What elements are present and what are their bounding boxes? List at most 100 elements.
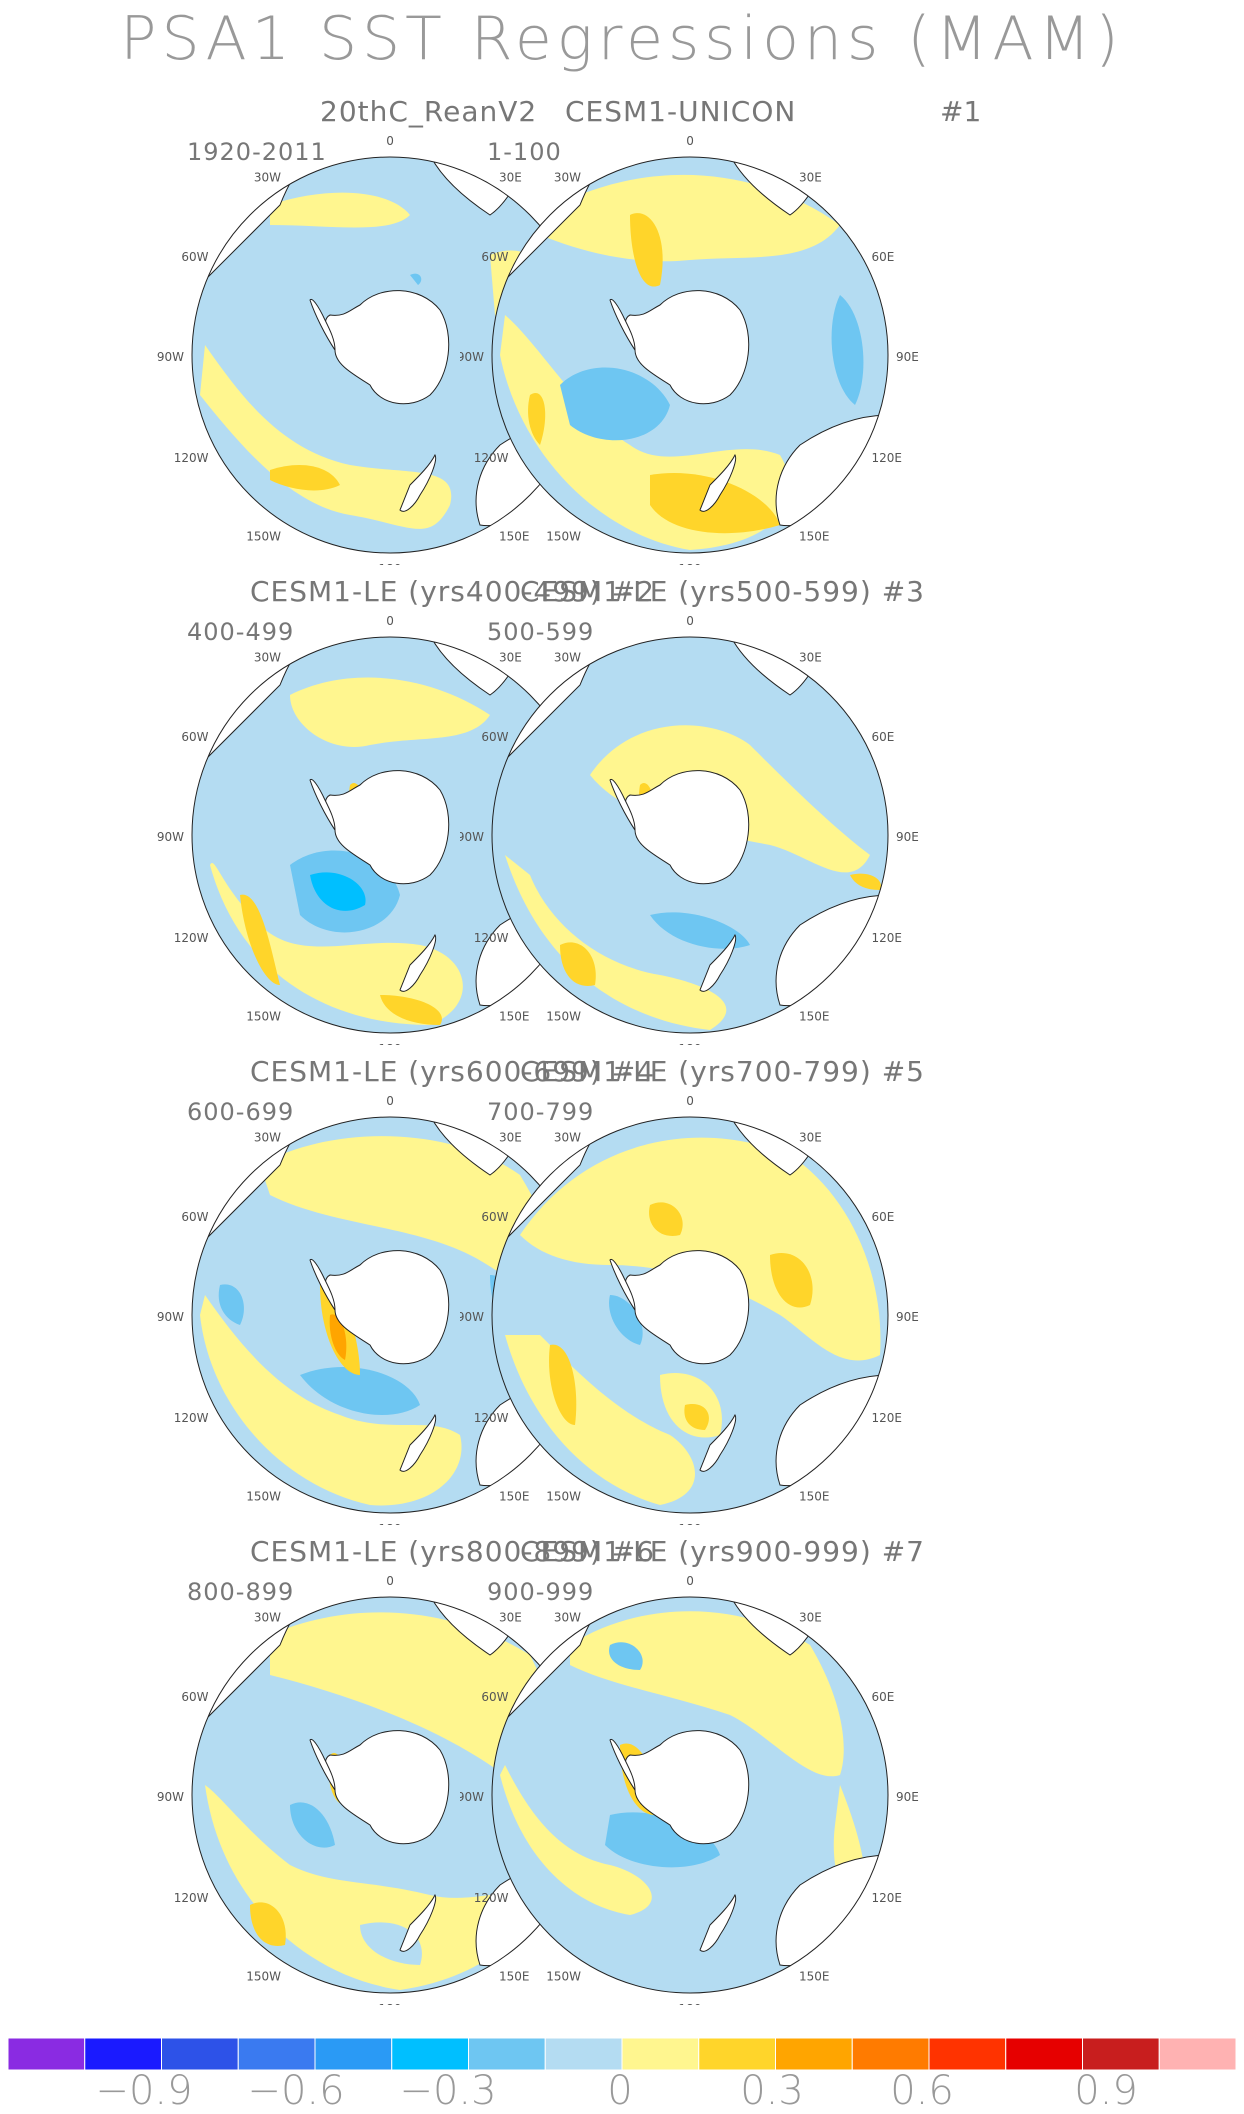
- longitude-label-upper-right: 30E: [499, 171, 522, 185]
- map-boundary: [491, 636, 889, 1034]
- longitude-label-upper-right: 30E: [499, 1611, 522, 1625]
- longitude-label-right: 90E: [896, 1790, 919, 1804]
- longitude-label-mid-upper-right: 60E: [871, 1210, 894, 1224]
- longitude-label-bottom-left: 150W: [246, 1969, 281, 1983]
- colorbar-segment: [391, 2038, 469, 2070]
- longitude-label-lower-left: 120W: [174, 931, 209, 945]
- panel-number: #1: [940, 95, 982, 128]
- longitude-label-bottom: 180: [379, 562, 402, 565]
- longitude-label-bottom: 180: [679, 562, 702, 565]
- map-boundary: [491, 156, 889, 554]
- polar-sst-map: 018030W30E60W60E90W90E120W120E150W150E: [460, 1094, 919, 1525]
- longitude-label-mid-upper-right: 60E: [871, 1690, 894, 1704]
- panel-period: 400-499: [187, 618, 295, 646]
- map-panel-8: CESM1-LE (yrs900-999) #7#7900-999018030W…: [460, 1535, 1020, 2005]
- panel-period: 1-100: [487, 138, 562, 166]
- longitude-label-upper-left: 30W: [554, 651, 581, 665]
- longitude-label-bottom-right: 150E: [499, 1489, 530, 1503]
- land-new-zealand: [399, 933, 437, 992]
- panel-period: 700-799: [487, 1098, 595, 1126]
- land-antarctic-peninsula: [609, 1258, 636, 1312]
- longitude-label-upper-right: 30E: [799, 651, 822, 665]
- longitude-label-mid-upper-left: 60W: [181, 730, 208, 744]
- land-antarctica: [324, 1730, 450, 1845]
- longitude-label-left: 90W: [460, 1310, 484, 1324]
- sst-anomaly-region: [290, 677, 490, 747]
- longitude-label-lower-left: 120W: [474, 931, 509, 945]
- longitude-label-bottom-right: 150E: [499, 529, 530, 543]
- land-antarctic-peninsula: [609, 778, 636, 832]
- longitude-label-lower-left: 120W: [174, 1891, 209, 1905]
- sst-anomaly-region: [831, 295, 864, 405]
- polar-sst-map: 018030W30E60W60E90W90E120W120E150W150E: [157, 614, 560, 1045]
- longitude-label-right: 90E: [896, 1310, 919, 1324]
- colorbar-segment: [8, 2038, 86, 2070]
- longitude-label-bottom: 180: [379, 1042, 402, 1045]
- land-antarctic-peninsula: [309, 298, 336, 352]
- longitude-label-bottom-right: 150E: [499, 1969, 530, 1983]
- colorbar: [8, 2038, 1236, 2070]
- colorbar-segment: [468, 2038, 546, 2070]
- polar-sst-map: 018030W30E60W60E90W90E120W120E150W150E: [460, 1574, 919, 2005]
- sst-anomaly-region: [560, 942, 596, 986]
- longitude-label-right: 90E: [896, 350, 919, 364]
- longitude-label-mid-upper-left: 60W: [481, 1690, 508, 1704]
- sst-anomaly-region: [549, 1344, 577, 1425]
- polar-sst-map: 018030W30E60W60E90W90E120W120E150W150E: [157, 134, 560, 565]
- map-panel-6: CESM1-LE (yrs700-799) #5#5700-799018030W…: [460, 1055, 1020, 1525]
- land-antarctic-peninsula: [309, 778, 336, 832]
- longitude-label-mid-upper-left: 60W: [481, 1210, 508, 1224]
- land-antarctica: [624, 290, 750, 405]
- sst-anomaly-region: [609, 1295, 643, 1345]
- longitude-label-upper-left: 30W: [554, 1611, 581, 1625]
- map-panel-1: 20thC_ReanV21920-2011018030W30E60W60E90W…: [0, 95, 560, 565]
- sst-anomaly-region: [528, 393, 546, 445]
- longitude-label-upper-right: 30E: [799, 1611, 822, 1625]
- colorbar-segment: [698, 2038, 776, 2070]
- longitude-label-lower-left: 120W: [174, 1411, 209, 1425]
- sst-anomaly-region: [609, 1642, 643, 1670]
- longitude-label-lower-left: 120W: [474, 451, 509, 465]
- longitude-label-upper-left: 30W: [254, 1611, 281, 1625]
- sst-anomaly-region: [380, 995, 442, 1025]
- sst-anomaly-region: [770, 1253, 813, 1308]
- sst-anomaly-region: [649, 1202, 683, 1236]
- panel-title: CESM1-LE (yrs800-899) #6: [250, 1535, 655, 1568]
- land-new-zealand: [699, 1413, 737, 1472]
- longitude-label-bottom-left: 150W: [546, 1489, 581, 1503]
- longitude-label-lower-left: 120W: [174, 451, 209, 465]
- sst-anomaly-region: [850, 873, 881, 890]
- colorbar-segment: [1082, 2038, 1160, 2070]
- colorbar-label: −0.3: [399, 2068, 497, 2114]
- sst-anomaly-region: [218, 1284, 244, 1325]
- colorbar-segment: [544, 2038, 623, 2070]
- sst-anomaly-region: [270, 192, 410, 228]
- colorbar-segment: [928, 2038, 1007, 2070]
- longitude-label-mid-upper-left: 60W: [481, 250, 508, 264]
- sst-anomaly-region: [310, 872, 366, 911]
- land-antarctica: [324, 290, 450, 405]
- map-panel-7: CESM1-LE (yrs800-899) #6#6800-899018030W…: [0, 1535, 654, 2005]
- panel-title: CESM1-LE (yrs900-999) #7: [520, 1535, 925, 1568]
- sst-anomaly-region: [560, 367, 670, 441]
- longitude-label-mid-upper-left: 60W: [181, 250, 208, 264]
- longitude-label-upper-left: 30W: [254, 171, 281, 185]
- sst-anomaly-region: [205, 1785, 550, 1990]
- sst-anomaly-region: [650, 912, 750, 949]
- panel-period: 800-899: [187, 1578, 295, 1606]
- panel-title: CESM1-UNICON: [565, 95, 797, 128]
- panel-period: 600-699: [187, 1098, 295, 1126]
- colorbar-label: 0.6: [890, 2068, 954, 2114]
- colorbar-labels: −0.9 −0.6 −0.3 0 0.3 0.6 0.9: [0, 2068, 1244, 2114]
- longitude-label-top: 0: [686, 614, 694, 628]
- map-boundary: [191, 636, 560, 1034]
- map-boundary: [191, 1596, 560, 1994]
- sst-anomaly-region: [410, 273, 422, 285]
- panel-period: 500-599: [487, 618, 595, 646]
- longitude-label-mid-upper-right: 60E: [871, 730, 894, 744]
- longitude-label-left: 90W: [157, 830, 184, 844]
- sst-anomaly-region: [630, 213, 663, 287]
- longitude-label-bottom-right: 150E: [799, 1009, 830, 1023]
- longitude-label-top: 0: [686, 1094, 694, 1108]
- longitude-label-lower-right: 120E: [871, 1411, 902, 1425]
